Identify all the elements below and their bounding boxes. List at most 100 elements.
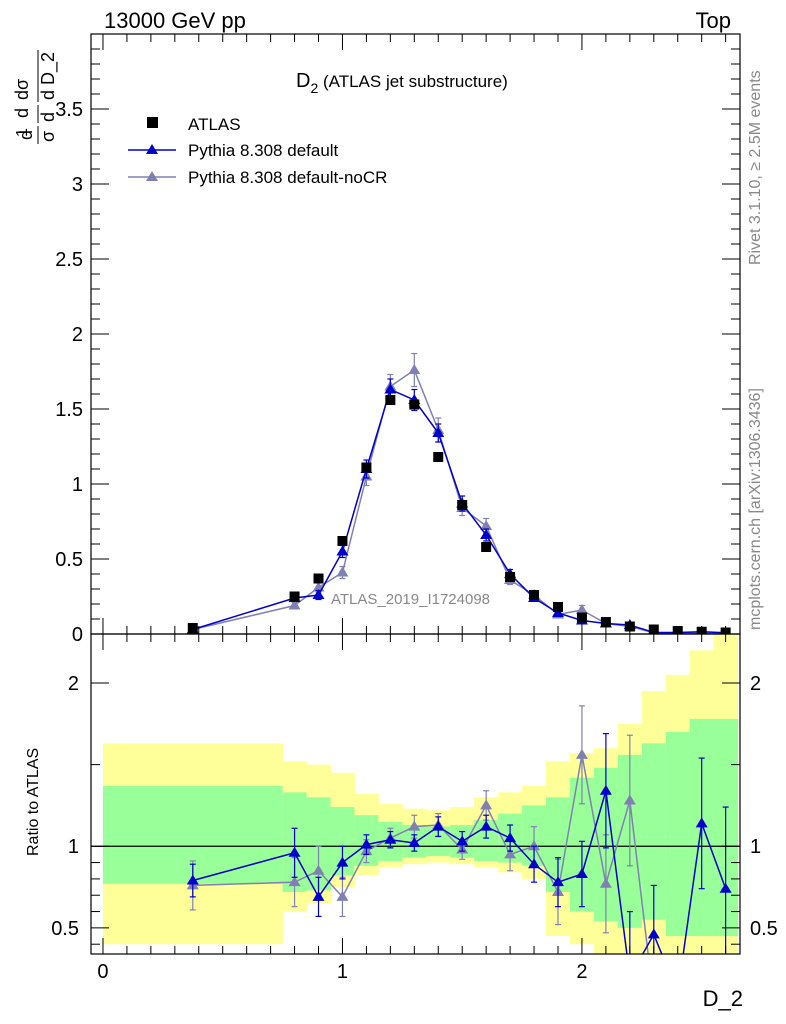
ratio-frame <box>90 633 741 955</box>
side-label-mcplots: mcplots.cern.ch [arXiv:1306.3436] <box>747 388 764 630</box>
ratio-errbar-nocr <box>651 993 657 1009</box>
main-y-tick-label: 0 <box>72 624 83 646</box>
main-y-tick-label: 1.5 <box>55 399 83 421</box>
ratio-y-tick-label-left: 1 <box>68 836 79 858</box>
main-y-tick-label: 2.5 <box>55 249 83 271</box>
main-point-atlas <box>289 591 300 602</box>
ratio-point-default <box>384 833 397 844</box>
main-point-atlas <box>505 572 516 582</box>
ratio-point-default <box>504 832 517 843</box>
ratio-point-default <box>480 820 493 831</box>
main-y-axis-label: d σ 1 d d dσ d D_2 <box>12 50 59 144</box>
main-point-nocr <box>408 364 421 374</box>
svg-text:dσ: dσ <box>12 79 32 100</box>
legend-label-atlas: ATLAS <box>188 115 241 134</box>
ratio-panel <box>91 634 740 1024</box>
x-axis-label: D_2 <box>703 986 743 1011</box>
ratio-point-default <box>288 846 301 857</box>
svg-text:d: d <box>38 112 58 122</box>
x-tick-label: 1 <box>337 961 348 983</box>
ratio-point-nocr <box>599 877 612 888</box>
ratio-point-nocr <box>336 890 349 901</box>
ratio-point-default <box>312 890 325 901</box>
title-main: D <box>296 70 310 92</box>
ratio-point-nocr <box>648 995 660 1005</box>
main-point-nocr <box>575 604 588 614</box>
ratio-point-default <box>672 987 684 997</box>
side-label-rivet: Rivet 3.1.10, ≥ 2.5M events <box>747 70 764 265</box>
main-y-tick-label: 1 <box>72 474 83 496</box>
main-point-default <box>384 383 397 394</box>
ratio-point-default <box>624 971 636 981</box>
main-point-atlas <box>600 617 611 627</box>
main-point-atlas <box>433 452 444 462</box>
ratio-point-default <box>695 817 708 828</box>
ratio-y-tick-label-left: 2 <box>68 673 79 695</box>
main-point-default <box>336 545 349 556</box>
ratio-point-default <box>647 928 660 939</box>
ratio-errbar-nocr <box>675 993 681 1009</box>
main-point-atlas <box>409 399 420 410</box>
legend-label-default: Pythia 8.308 default <box>188 141 339 160</box>
svg-text:d: d <box>12 108 32 118</box>
ratio-band-green <box>665 731 691 937</box>
main-point-default <box>312 589 325 599</box>
header-right: Top <box>696 8 731 33</box>
ratio-point-default <box>599 784 612 795</box>
main-point-atlas <box>187 623 198 633</box>
ratio-point-default <box>408 836 421 847</box>
legend: ATLAS Pythia 8.308 default Pythia 8.308 … <box>128 115 387 187</box>
main-point-nocr <box>480 520 493 530</box>
ratio-point-nocr <box>623 794 636 805</box>
main-point-atlas <box>529 590 540 600</box>
ratio-point-nocr <box>575 748 588 759</box>
legend-marker-nocr <box>146 171 158 181</box>
main-title: D2 (ATLAS jet substructure) <box>296 70 508 96</box>
ratio-point-default <box>551 876 564 887</box>
title-rest: (ATLAS jet substructure) <box>318 72 508 91</box>
main-point-atlas <box>337 536 348 546</box>
svg-text:σ: σ <box>38 131 58 142</box>
ratio-y-tick-label-right: 1 <box>750 836 761 858</box>
x-tick-label: 2 <box>576 961 587 983</box>
main-point-default <box>432 427 445 437</box>
x-tick-label: 0 <box>97 961 108 983</box>
ratio-point-nocr <box>288 876 301 887</box>
ratio-y-tick-label-left: 0.5 <box>51 918 79 940</box>
main-point-atlas <box>361 462 372 473</box>
ratio-y-tick-label-right: 2 <box>750 673 761 695</box>
ratio-line-default <box>192 790 727 954</box>
ratio-line-nocr <box>192 754 649 954</box>
main-point-atlas <box>313 573 324 584</box>
svg-text:d D_2: d D_2 <box>38 52 59 100</box>
legend-marker-atlas <box>147 117 158 128</box>
ratio-y-axis-label: Ratio to ATLAS <box>25 748 42 856</box>
ratio-y-tick-label-right: 0.5 <box>750 918 778 940</box>
ratio-point-default <box>336 856 349 867</box>
main-point-atlas <box>576 612 587 623</box>
main-point-atlas <box>552 602 563 612</box>
ratio-point-default <box>432 820 445 831</box>
analysis-watermark: ATLAS_2019_I1724098 <box>331 591 490 608</box>
main-point-atlas <box>481 542 492 552</box>
legend-marker-default <box>146 144 158 154</box>
main-y-tick-label: 3 <box>72 174 83 196</box>
svg-text:1: 1 <box>14 128 31 137</box>
ratio-point-nocr <box>672 995 684 1005</box>
main-y-tick-label: 3.5 <box>55 99 83 121</box>
ratio-point-nocr <box>528 840 541 851</box>
main-y-tick-label: 2 <box>72 324 83 346</box>
title-sub: 2 <box>310 80 318 96</box>
main-point-nocr <box>288 599 301 610</box>
ratio-point-default <box>719 882 732 893</box>
main-point-nocr <box>336 566 349 577</box>
svg-text:d: d <box>16 130 36 140</box>
ratio-point-default <box>360 838 373 849</box>
ratio-point-default <box>186 874 199 885</box>
ratio-point-nocr <box>480 799 493 810</box>
panel-frames: 0 1 2 0 0.5 1 1.5 2 2.5 3 3.5 0.5 0.5 1 1 2 2 <box>51 33 778 983</box>
ratio-errbar-default <box>626 910 633 954</box>
ratio-point-default <box>528 858 541 869</box>
ratio-errbar-default <box>675 961 681 1024</box>
